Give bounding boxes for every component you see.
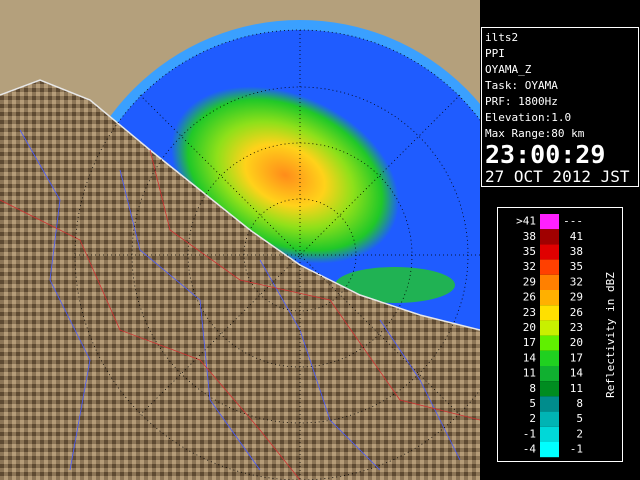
rivers [19,129,461,471]
legend-high-label: --- [563,215,583,228]
legend-low-label: 2 [529,412,536,425]
time: 23:00:29 [485,140,605,169]
legend-swatch [540,305,559,321]
legend-swatch [540,335,559,351]
legend-low-label: 26 [523,291,536,304]
legend-low-label: 8 [529,382,536,395]
legend-low-label: 20 [523,321,536,334]
legend-high-label: 38 [570,245,583,258]
legend-swatch [540,244,559,260]
legend-low-label: 38 [523,230,536,243]
legend-swatch [540,396,559,412]
info-line: PRF: 1800Hz [485,95,558,108]
info-line: Elevation:1.0 [485,111,571,124]
legend-low-label: 14 [523,351,537,364]
legend-high-label: 29 [570,291,583,304]
legend-swatch [540,366,559,382]
info-line: OYAMA_Z [485,63,532,76]
info-line: ilts2 [485,31,518,44]
info-line: PPI [485,47,505,60]
legend-high-label: 35 [570,260,583,273]
legend-low-label: 17 [523,336,536,349]
legend-high-label: 26 [570,306,583,319]
info-line: Max Range:80 km [485,127,585,140]
legend-high-label: 41 [570,230,583,243]
legend-high-label: 5 [576,412,583,425]
legend-high-label: 20 [570,336,583,349]
legend-high-label: 8 [576,397,583,410]
legend-low-label: 23 [523,306,536,319]
legend-low-label: 11 [523,367,536,380]
legend-box [497,207,623,462]
legend-swatch [540,411,559,427]
legend-low-label: 32 [523,260,536,273]
legend-swatch [540,320,559,336]
legend-low-label: -4 [523,443,537,456]
legend-high-label: 11 [570,382,583,395]
legend-low-label: -1 [523,427,536,440]
legend-low-label: 35 [523,245,536,258]
legend-high-label: 17 [570,351,583,364]
legend-high-label: 2 [576,427,583,440]
precipitation-echo [335,267,455,303]
info-panel [481,27,639,187]
legend-swatch [540,442,559,458]
info-line: Task: OYAMA [485,79,558,92]
legend-high-label: -1 [570,443,583,456]
coastline [0,79,480,331]
range-rings [74,29,480,480]
legend-swatch [540,426,559,442]
date: 27 OCT 2012 JST [485,167,630,186]
legend-high-label: 23 [570,321,583,334]
map-area [0,0,480,480]
legend-title: Reflectivity in dBZ [604,272,617,398]
legend-low-label: 29 [523,275,536,288]
legend-swatch [540,290,559,306]
legend-swatch [540,259,559,275]
legend-high-label: 14 [570,367,584,380]
legend-low-label: >41 [516,215,536,228]
legend-swatch [540,274,559,290]
legend-high-label: 32 [570,275,583,288]
legend-swatch [540,350,559,366]
legend-swatch [540,381,559,397]
legend-low-label: 5 [529,397,536,410]
legend-rows: >41 --- 38 41 35 38 32 35 29 32 26 29 23 26 20 23 17 20 14… [516,214,584,458]
legend-swatch [540,229,559,245]
boundaries [0,149,480,480]
legend-swatch [540,214,559,230]
